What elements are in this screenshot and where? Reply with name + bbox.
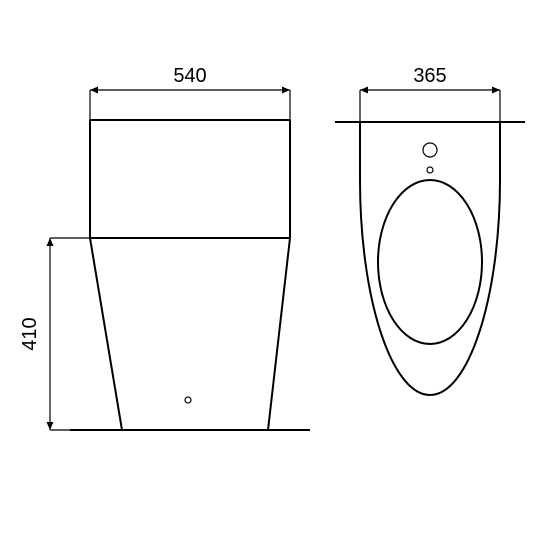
side-view-outline: [90, 120, 290, 430]
dim-365-label: 365: [413, 65, 446, 87]
tap-hole-icon: [423, 143, 437, 157]
floor-hole-icon: [185, 397, 191, 403]
dim-410-label: 410: [19, 317, 41, 350]
top-view-outline: [360, 122, 500, 395]
bowl-oval: [378, 180, 482, 344]
dim-540-label: 540: [173, 65, 206, 87]
overflow-hole-icon: [427, 167, 433, 173]
